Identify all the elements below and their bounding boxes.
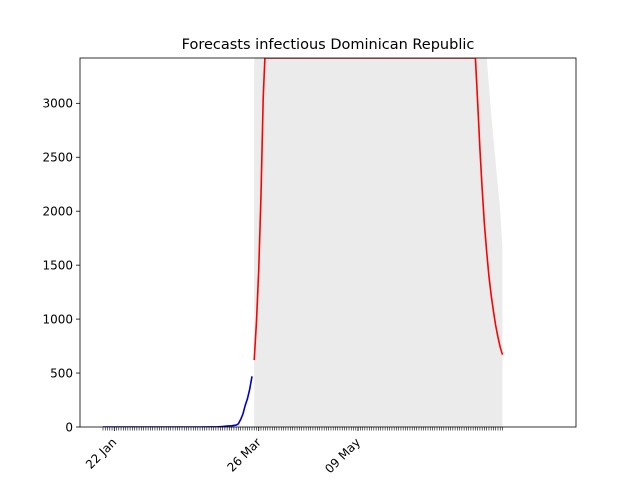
y-tick-label: 1000 [42,312,73,326]
y-tick-label: 2500 [42,151,73,165]
forecast-series-line [253,58,504,361]
y-tick-label: 1500 [42,258,73,272]
y-tick-label: 500 [50,366,73,380]
plot-area [103,58,504,427]
plot-frame [79,57,577,428]
y-tick-label: 3000 [42,97,73,111]
y-tick-label: 2000 [42,205,73,219]
prediction-interval-band [254,58,503,427]
y-tick-label: 0 [65,420,73,434]
chart-title: Forecasts infectious Dominican Republic [182,37,475,53]
